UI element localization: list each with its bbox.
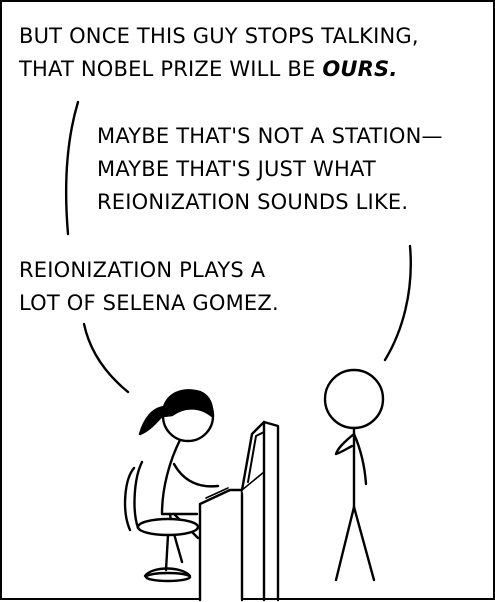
speech-tail-top-left [64,100,80,236]
woman-ponytail [138,405,167,436]
woman-body [160,438,199,516]
dialogue-right: MAYBE THAT'S NOT A STATION— MAYBE THAT'S… [97,120,443,219]
stool-foot [144,571,192,583]
control-console [198,420,280,602]
man-leg [334,505,356,582]
dialogue-lower-left: REIONIZATION PLAYS A LOT OF SELENA GOMEZ… [19,254,279,320]
chair-back [123,466,136,532]
console-edge [241,471,265,491]
dialogue-top-left: BUT ONCE THIS GUY STOPS TALKING, THAT NO… [19,20,419,86]
man-head [323,368,385,430]
chair-back [133,460,144,530]
woman-hair [161,389,214,418]
speech-tail-right [383,244,412,362]
stool-seat [136,517,200,537]
woman-arm [172,462,220,488]
dialogue-line: REIONIZATION SOUNDS LIKE. [97,190,409,214]
stool-post [164,533,170,572]
console-screen [247,431,265,483]
console-body [198,488,244,602]
console-top [240,420,280,602]
dialogue-line: REIONIZATION PLAYS A [19,258,266,282]
man-arm [334,432,356,456]
man-leg [352,505,376,582]
speech-tail-lower-left [82,322,130,394]
dialogue-line: THAT NOBEL PRIZE WILL BE OURS. [19,57,398,81]
dialogue-line: BUT ONCE THIS GUY STOPS TALKING, [19,24,419,48]
dialogue-line: MAYBE THAT'S NOT A STATION— [97,124,443,148]
standing-man-figure [323,368,385,582]
dialogue-emphasis: OURS. [322,57,398,81]
stool [123,460,200,583]
dialogue-line: LOT OF SELENA GOMEZ. [19,291,279,315]
man-arm [352,432,368,486]
seated-woman-figure [138,389,220,564]
dialogue-line: MAYBE THAT'S JUST WHAT [97,157,376,181]
console-keys [205,487,229,499]
